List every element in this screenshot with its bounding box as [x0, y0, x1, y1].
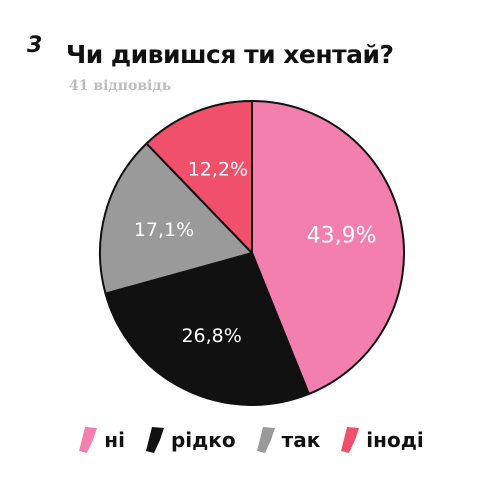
- pie-slice-0: [251, 100, 405, 395]
- chart-legend: ні рідко так іноді: [0, 425, 500, 455]
- legend-label-tak: так: [281, 428, 321, 452]
- legend-swatch-ni-shape: [79, 427, 98, 453]
- legend-item-ni: ні: [76, 425, 125, 455]
- legend-swatch-ridko-shape: [145, 427, 164, 453]
- chart-title: Чи дивишся ти хентай?: [66, 40, 394, 69]
- legend-swatch-tak-shape: [256, 427, 275, 453]
- question-number: 3: [27, 33, 43, 58]
- slice-label-0: 43,9%: [307, 224, 377, 249]
- slice-label-3: 12,2%: [188, 158, 248, 180]
- pie-slice-3: [145, 100, 253, 254]
- legend-swatch-ridko: [145, 427, 164, 453]
- legend-swatch-ni: [79, 427, 98, 453]
- legend-swatch-inodi-shape: [341, 427, 360, 453]
- legend-item-ridko: рідко: [143, 425, 236, 455]
- response-count: 41 відповідь: [69, 78, 172, 94]
- slice-label-2: 17,1%: [134, 219, 194, 241]
- legend-swatch-inodi: [341, 427, 360, 453]
- pie-slice-1: [104, 252, 310, 406]
- legend-item-tak: так: [254, 425, 321, 455]
- legend-label-inodi: іноді: [366, 428, 424, 452]
- pie-slice-2: [99, 142, 253, 295]
- legend-label-ni: ні: [104, 428, 125, 452]
- slice-label-1: 26,8%: [181, 325, 241, 347]
- legend-item-inodi: іноді: [338, 425, 424, 455]
- legend-swatch-tak: [256, 427, 275, 453]
- legend-label-ridko: рідко: [170, 428, 236, 452]
